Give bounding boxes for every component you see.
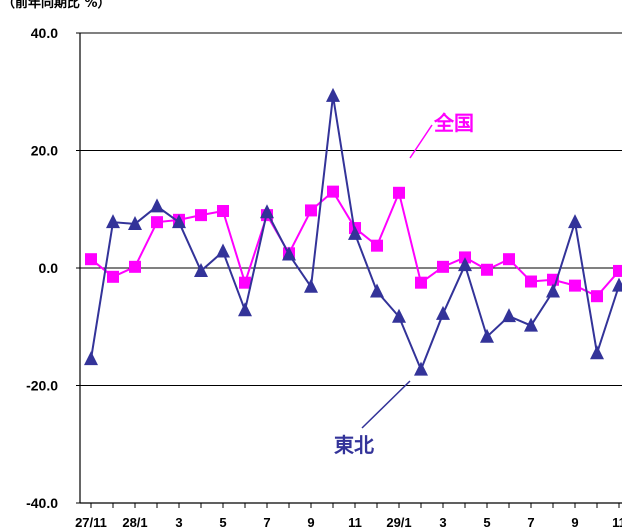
y-axis-unit-label: （前年同期比 %） <box>2 0 111 11</box>
y-tick-label: 40.0 <box>31 25 58 41</box>
x-tick-label: 7 <box>527 515 534 530</box>
data-point <box>524 317 538 332</box>
x-tick-label: 27/11 <box>75 515 107 530</box>
x-tick-label: 5 <box>483 515 490 530</box>
data-point <box>304 278 318 293</box>
data-point <box>195 209 207 222</box>
data-point <box>172 214 186 229</box>
data-point <box>151 216 163 229</box>
x-tick-label: 29/1 <box>386 515 411 530</box>
data-point <box>568 214 582 229</box>
x-tick-label: 3 <box>175 515 182 530</box>
data-point <box>129 260 141 273</box>
x-tick-label: 5 <box>219 515 226 530</box>
data-point <box>546 283 560 298</box>
series-label: 東北 <box>334 433 374 457</box>
y-tick-label: 20.0 <box>31 143 58 159</box>
data-point <box>613 264 622 277</box>
y-tick-label: 0.0 <box>39 260 59 276</box>
data-point <box>590 345 604 360</box>
x-tick-label: 3 <box>439 515 446 530</box>
data-point <box>437 260 449 273</box>
series-label-leader <box>409 124 433 159</box>
data-point <box>591 290 603 303</box>
data-point <box>216 243 230 258</box>
data-point <box>436 305 450 320</box>
series-line <box>90 189 620 298</box>
y-tick-label: -20.0 <box>26 378 58 394</box>
data-point <box>348 225 362 240</box>
data-point <box>458 257 472 272</box>
x-tick-label: 9 <box>307 515 314 530</box>
series-label-leader <box>361 380 411 429</box>
data-point <box>85 253 97 266</box>
data-point <box>150 198 164 213</box>
data-point <box>305 204 317 217</box>
data-point <box>84 351 98 366</box>
data-point <box>239 276 251 289</box>
data-point <box>370 283 384 298</box>
data-point <box>106 214 120 229</box>
data-point <box>481 263 493 276</box>
data-point <box>217 205 229 218</box>
x-tick-label: 28/1 <box>122 515 147 530</box>
data-point <box>238 302 252 317</box>
data-point <box>282 246 296 261</box>
data-point <box>371 239 383 252</box>
data-point <box>503 253 515 266</box>
x-tick-label: 7 <box>263 515 270 530</box>
data-point <box>327 185 339 198</box>
data-point <box>525 275 537 288</box>
data-point <box>480 328 494 343</box>
x-tick-label: 11 <box>612 515 622 530</box>
data-point <box>415 276 427 289</box>
data-point <box>393 186 405 199</box>
data-point <box>612 277 622 292</box>
data-point <box>260 204 274 219</box>
data-point <box>107 270 119 283</box>
x-tick-label: 9 <box>571 515 578 530</box>
data-point <box>502 308 516 323</box>
data-point <box>194 262 208 277</box>
series-label: 全国 <box>433 111 474 135</box>
x-tick-label: 11 <box>348 515 362 530</box>
data-point <box>392 308 406 323</box>
data-point <box>569 279 581 292</box>
data-point <box>414 361 428 376</box>
data-point <box>326 87 340 102</box>
data-point <box>128 215 142 230</box>
y-tick-label: -40.0 <box>26 495 58 511</box>
